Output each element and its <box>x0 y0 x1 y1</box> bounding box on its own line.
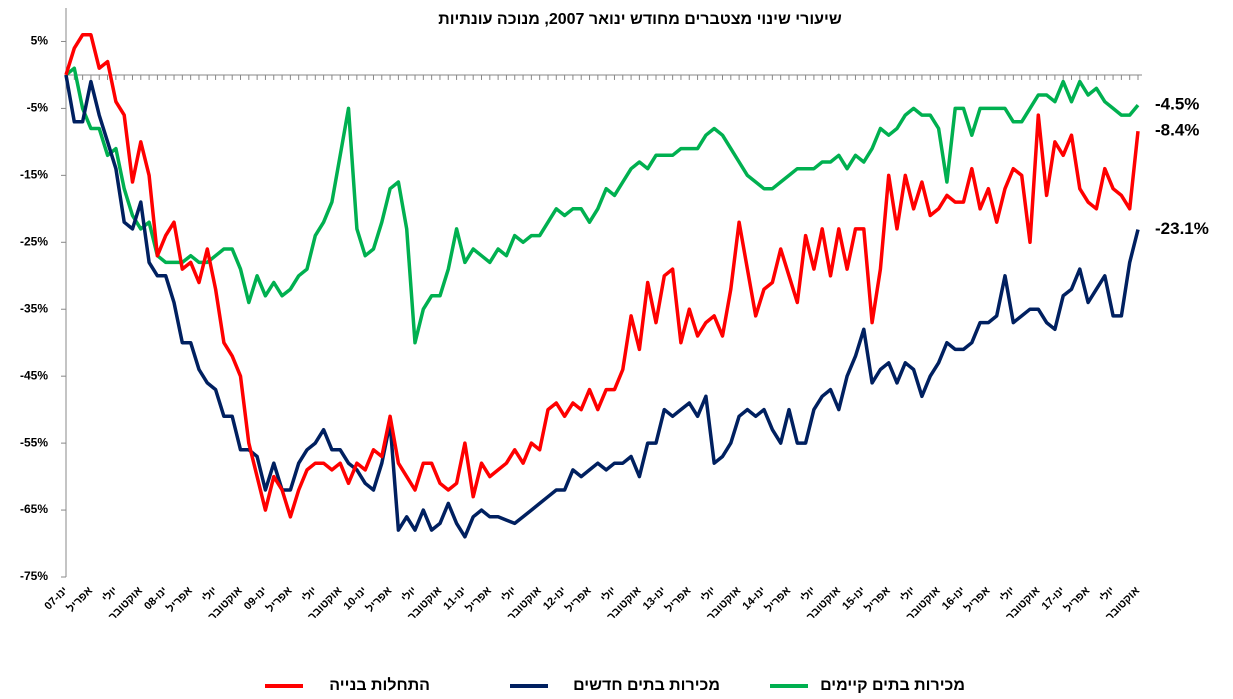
y-tick-label: -45% <box>20 368 48 382</box>
end-label: -23.1% <box>1155 219 1209 238</box>
y-tick-label: -65% <box>20 502 48 516</box>
series-line <box>64 74 1140 539</box>
series-line <box>64 66 1140 345</box>
x-tick-label: יולי <box>698 584 719 605</box>
x-tick-label: אפריל <box>563 584 594 615</box>
x-tick-label: אפריל <box>64 584 95 615</box>
end-label: -4.5% <box>1155 95 1199 114</box>
y-tick-label: -35% <box>20 301 48 315</box>
y-tick-label: -75% <box>20 569 48 583</box>
series-line <box>64 33 1140 519</box>
y-tick-label: 5% <box>31 34 49 48</box>
y-tick-label: -15% <box>20 168 48 182</box>
x-tick-label: יולי <box>99 584 120 605</box>
x-tick-label: יולי <box>797 584 818 605</box>
x-tick-label: אפריל <box>762 584 793 615</box>
x-tick-label: יולי <box>897 584 918 605</box>
x-tick-label: יולי <box>598 584 619 605</box>
x-tick-label: אפריל <box>164 584 195 615</box>
end-label: -8.4% <box>1155 121 1199 140</box>
x-tick-label: אפריל <box>463 584 494 615</box>
x-tick-label: אפריל <box>264 584 295 615</box>
x-tick-label: יולי <box>299 584 320 605</box>
x-tick-label: אפריל <box>862 584 893 615</box>
x-tick-label: אפריל <box>962 584 993 615</box>
legend-label: מכירות בתים חדשים <box>573 677 720 694</box>
y-tick-label: -25% <box>20 234 48 248</box>
y-tick-label: -5% <box>27 101 49 115</box>
x-tick-label: אפריל <box>663 584 694 615</box>
x-tick-label: אפריל <box>1061 584 1092 615</box>
legend-label: התחלות בנייה <box>329 676 430 694</box>
x-tick-label: יולי <box>997 584 1018 605</box>
x-tick-label: יולי <box>1097 584 1118 605</box>
x-tick-label: יולי <box>199 584 220 605</box>
x-tick-label: יולי <box>498 584 519 605</box>
chart-title: שיעורי שינוי מצטברים מחודש ינואר 2007, מ… <box>438 11 842 28</box>
legend-label: מכירות בתים קיימים <box>820 677 965 694</box>
y-tick-label: -55% <box>20 435 48 449</box>
x-tick-label: יולי <box>399 584 420 605</box>
x-tick-label: אפריל <box>363 584 394 615</box>
